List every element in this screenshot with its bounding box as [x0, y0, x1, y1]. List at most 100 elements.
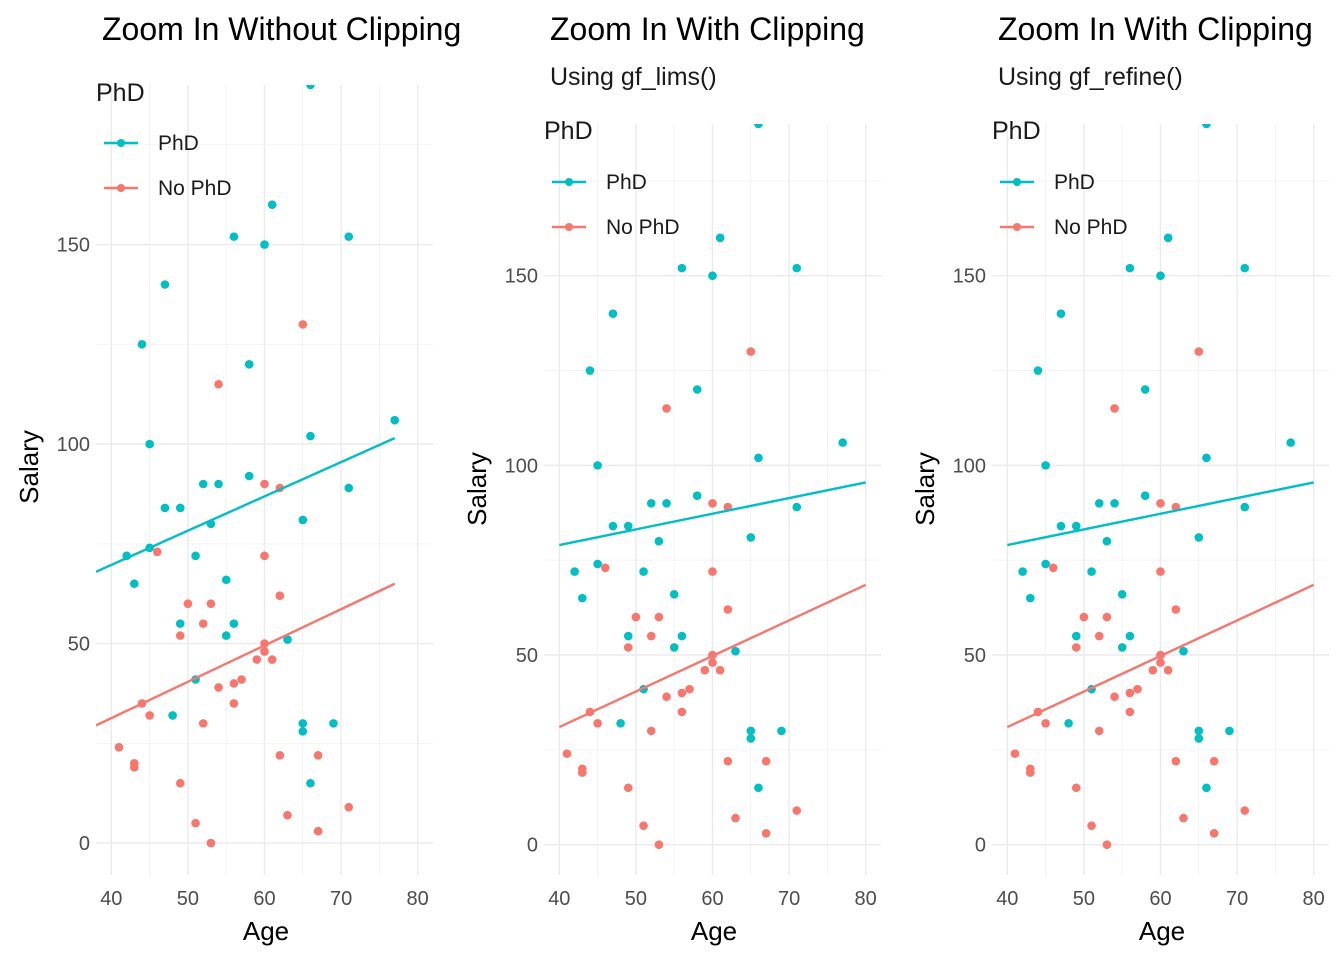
point-phd [1041, 461, 1050, 470]
panel-3: Zoom In With Clipping Using gf_refine() … [910, 11, 1329, 946]
x-tick-label: 80 [407, 888, 429, 910]
point-phd [1056, 309, 1066, 318]
panel-2-legend-label-phd: PhD [606, 171, 647, 194]
point-phd [244, 359, 254, 369]
point-phd [221, 631, 231, 640]
panel-1-plot-area: 40 50 60 70 80 0 50 100 150 [57, 85, 433, 910]
x-tick-label: 50 [177, 888, 199, 910]
point-no-phd [761, 828, 771, 838]
y-tick-label: 100 [57, 434, 90, 456]
point-phd [754, 783, 763, 793]
point-no-phd [1209, 828, 1219, 838]
point-no-phd [344, 802, 354, 812]
point-no-phd [746, 347, 756, 356]
point-no-phd [1194, 347, 1204, 356]
y-tick-label: 0 [527, 835, 538, 857]
panel-3-legend-title: PhD [992, 117, 1041, 145]
y-tick-label: 50 [964, 645, 986, 667]
x-tick-label: 80 [1303, 888, 1325, 910]
point-phd [570, 567, 579, 576]
point-no-phd [1094, 631, 1104, 641]
point-phd [608, 521, 618, 531]
point-phd [160, 503, 170, 513]
point-no-phd [654, 612, 664, 622]
point-phd [298, 515, 308, 525]
y-tick-label: 150 [953, 266, 986, 288]
point-no-phd [646, 726, 656, 736]
point-phd [244, 471, 254, 481]
point-no-phd [283, 810, 292, 820]
point-phd [616, 718, 625, 728]
point-no-phd [145, 711, 154, 720]
point-phd [792, 263, 802, 273]
point-phd [306, 85, 315, 90]
panel-1-legend-label-no-phd: No PhD [158, 177, 232, 200]
point-no-phd [214, 379, 223, 389]
point-phd [1125, 263, 1135, 273]
point-phd [1071, 631, 1081, 641]
point-phd [777, 726, 786, 736]
x-tick-label: 70 [1226, 888, 1248, 910]
point-no-phd [1079, 612, 1089, 622]
point-no-phd [639, 821, 648, 830]
point-no-phd [646, 631, 656, 641]
point-phd [1286, 438, 1296, 447]
point-phd [1018, 567, 1027, 576]
panel-3-x-axis-title: Age [1139, 916, 1185, 946]
panel-3-legend-key-no-phd [1000, 223, 1034, 231]
point-phd [1025, 593, 1035, 603]
point-phd [229, 232, 239, 241]
point-no-phd [275, 751, 285, 760]
panel-1-title: Zoom In Without Clipping [102, 11, 461, 47]
panel-1-legend-key-no-phd [104, 184, 138, 192]
point-phd [1202, 124, 1211, 129]
point-no-phd [129, 762, 139, 772]
x-tick-label: 50 [625, 888, 647, 910]
point-no-phd [1156, 567, 1165, 576]
point-no-phd [654, 840, 664, 849]
point-phd [1071, 521, 1081, 531]
point-no-phd [1048, 563, 1058, 573]
point-no-phd [214, 683, 223, 692]
point-phd [1110, 498, 1119, 508]
trend-line-no-phd [1006, 583, 1315, 729]
point-no-phd [1125, 688, 1135, 698]
point-no-phd [723, 756, 733, 766]
point-phd [175, 619, 185, 628]
point-phd [344, 483, 354, 493]
point-phd [792, 502, 802, 512]
point-phd [623, 631, 633, 641]
panel-2-title: Zoom In With Clipping [550, 11, 865, 47]
point-phd [1102, 536, 1112, 546]
point-phd [168, 711, 177, 720]
y-tick-label: 50 [516, 645, 538, 667]
x-tick-label: 40 [996, 888, 1018, 910]
point-no-phd [1133, 684, 1142, 694]
y-tick-label: 50 [68, 634, 90, 656]
point-phd [731, 646, 740, 656]
point-phd [1117, 643, 1127, 652]
point-phd [754, 453, 763, 463]
point-phd [306, 778, 315, 788]
panel-3-legend-label-phd: PhD [1054, 171, 1095, 194]
y-tick-label: 100 [505, 455, 538, 477]
point-no-phd [1163, 665, 1173, 675]
point-no-phd [562, 749, 572, 758]
point-no-phd [685, 684, 694, 694]
point-phd [1087, 567, 1096, 576]
point-phd [1033, 366, 1043, 375]
point-no-phd [708, 658, 717, 667]
point-no-phd [1156, 658, 1165, 667]
point-phd [746, 734, 756, 743]
point-no-phd [600, 563, 610, 573]
point-phd [191, 551, 200, 561]
point-phd [692, 385, 702, 394]
point-phd [662, 498, 671, 508]
point-no-phd [1110, 404, 1119, 413]
point-no-phd [252, 655, 262, 664]
point-no-phd [723, 605, 733, 614]
point-phd [298, 719, 308, 728]
point-phd [1240, 502, 1250, 512]
point-no-phd [1041, 718, 1050, 728]
x-tick-label: 80 [855, 888, 877, 910]
